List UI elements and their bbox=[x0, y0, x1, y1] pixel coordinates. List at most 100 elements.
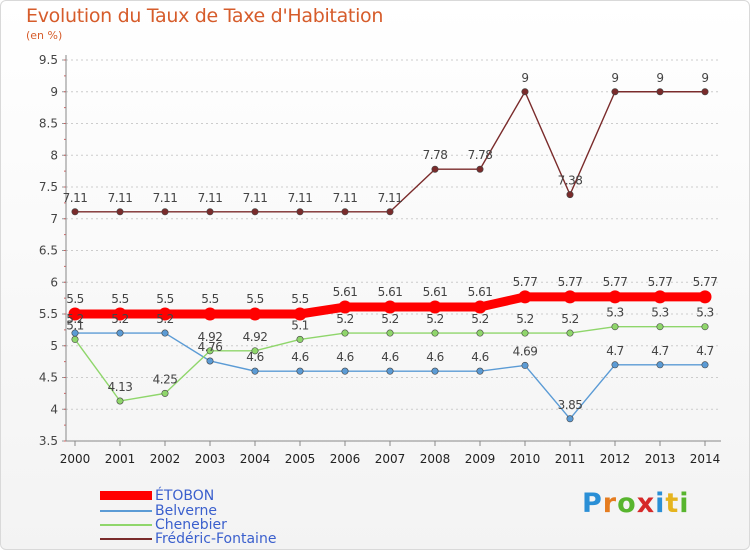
data-point bbox=[116, 329, 124, 337]
x-tick-label: 2007 bbox=[375, 452, 406, 466]
data-label: 7.11 bbox=[243, 191, 268, 205]
data-point bbox=[296, 208, 304, 216]
data-label: 7.38 bbox=[558, 174, 583, 188]
data-point bbox=[656, 88, 664, 96]
data-point bbox=[293, 307, 307, 321]
x-tick-label: 2006 bbox=[330, 452, 361, 466]
data-label: 7.11 bbox=[63, 191, 88, 205]
data-point bbox=[71, 335, 79, 343]
data-label: 5.2 bbox=[156, 312, 174, 326]
data-point bbox=[386, 208, 394, 216]
data-point bbox=[611, 88, 619, 96]
data-point bbox=[341, 329, 349, 337]
data-point bbox=[116, 397, 124, 405]
data-point bbox=[431, 367, 439, 375]
y-tick-label: 5.5 bbox=[39, 307, 58, 321]
data-point bbox=[386, 329, 394, 337]
x-tick-label: 2010 bbox=[510, 452, 541, 466]
data-point bbox=[611, 361, 619, 369]
data-point bbox=[206, 347, 214, 355]
logo-letter: P bbox=[582, 488, 603, 519]
data-point bbox=[116, 208, 124, 216]
y-tick-label: 6.5 bbox=[39, 244, 58, 258]
x-tick-label: 2005 bbox=[285, 452, 316, 466]
data-point bbox=[608, 290, 622, 304]
data-label: 4.7 bbox=[606, 344, 624, 358]
data-point bbox=[653, 290, 667, 304]
data-label: 7.11 bbox=[288, 191, 313, 205]
y-tick-label: 7 bbox=[50, 212, 58, 226]
x-tick-label: 2012 bbox=[600, 452, 631, 466]
x-tick-label: 2003 bbox=[195, 452, 226, 466]
data-label: 5.61 bbox=[333, 285, 358, 299]
data-label: 4.13 bbox=[108, 380, 133, 394]
x-tick-label: 2011 bbox=[555, 452, 586, 466]
data-point bbox=[296, 335, 304, 343]
data-label: 7.11 bbox=[108, 191, 133, 205]
data-label: 7.11 bbox=[198, 191, 223, 205]
y-tick-label: 4.5 bbox=[39, 371, 58, 385]
logo-letter: r bbox=[602, 488, 618, 519]
logo-letter: i bbox=[655, 488, 666, 519]
y-tick-label: 5 bbox=[50, 339, 58, 353]
legend-label-chenebier: Chenebier bbox=[155, 517, 227, 533]
legend-swatch-chenebier bbox=[100, 524, 152, 526]
data-point bbox=[383, 300, 397, 314]
data-point bbox=[428, 300, 442, 314]
data-label: 4.6 bbox=[426, 350, 444, 364]
y-tick-label: 8.5 bbox=[39, 117, 58, 131]
y-tick-label: 6 bbox=[50, 275, 58, 289]
data-point bbox=[476, 165, 484, 173]
data-label: 4.6 bbox=[336, 350, 354, 364]
data-point bbox=[71, 208, 79, 216]
data-point bbox=[701, 88, 709, 96]
x-tick-label: 2002 bbox=[150, 452, 181, 466]
data-point bbox=[476, 367, 484, 375]
y-tick-label: 9.5 bbox=[39, 53, 58, 67]
data-label: 7.11 bbox=[378, 191, 403, 205]
data-point bbox=[473, 300, 487, 314]
data-point bbox=[158, 307, 172, 321]
data-label: 5.5 bbox=[246, 292, 264, 306]
data-label: 5.5 bbox=[111, 292, 129, 306]
chart-title: Evolution du Taux de Taxe d'Habitation bbox=[26, 5, 384, 27]
x-tick-label: 2008 bbox=[420, 452, 451, 466]
chart-subtitle: (en %) bbox=[26, 29, 63, 42]
y-tick-label: 3.5 bbox=[39, 434, 58, 448]
data-label: 3.85 bbox=[558, 398, 583, 412]
data-point bbox=[566, 329, 574, 337]
data-point bbox=[251, 208, 259, 216]
data-point bbox=[521, 361, 529, 369]
data-label: 5.5 bbox=[156, 292, 174, 306]
data-label: 5.61 bbox=[378, 285, 403, 299]
data-point bbox=[701, 323, 709, 331]
data-label: 5.2 bbox=[516, 312, 534, 326]
data-label: 5.2 bbox=[381, 312, 399, 326]
data-point bbox=[113, 307, 127, 321]
data-point bbox=[251, 347, 259, 355]
logo-letter: i bbox=[679, 488, 690, 519]
x-tick-label: 2009 bbox=[465, 452, 496, 466]
legend-label-etobon: ÉTOBON bbox=[155, 488, 215, 504]
data-label: 4.6 bbox=[246, 350, 264, 364]
logo-letter: t bbox=[665, 488, 680, 519]
logo-letter: x bbox=[636, 488, 656, 519]
data-point bbox=[341, 208, 349, 216]
data-point bbox=[566, 415, 574, 423]
data-label: 5.1 bbox=[66, 318, 84, 332]
data-label: 5.61 bbox=[468, 285, 493, 299]
data-label: 4.7 bbox=[651, 344, 669, 358]
data-label: 5.2 bbox=[426, 312, 444, 326]
data-point bbox=[611, 323, 619, 331]
data-label: 5.3 bbox=[651, 306, 669, 320]
data-point bbox=[248, 307, 262, 321]
data-point bbox=[203, 307, 217, 321]
data-label: 4.25 bbox=[153, 372, 178, 386]
legend-item-frederic-fontaine: Frédéric-Fontaine bbox=[100, 531, 360, 547]
data-label: 7.78 bbox=[468, 148, 493, 162]
data-point bbox=[656, 361, 664, 369]
data-label: 9 bbox=[521, 71, 528, 85]
data-point bbox=[161, 389, 169, 397]
data-label: 5.61 bbox=[423, 285, 448, 299]
